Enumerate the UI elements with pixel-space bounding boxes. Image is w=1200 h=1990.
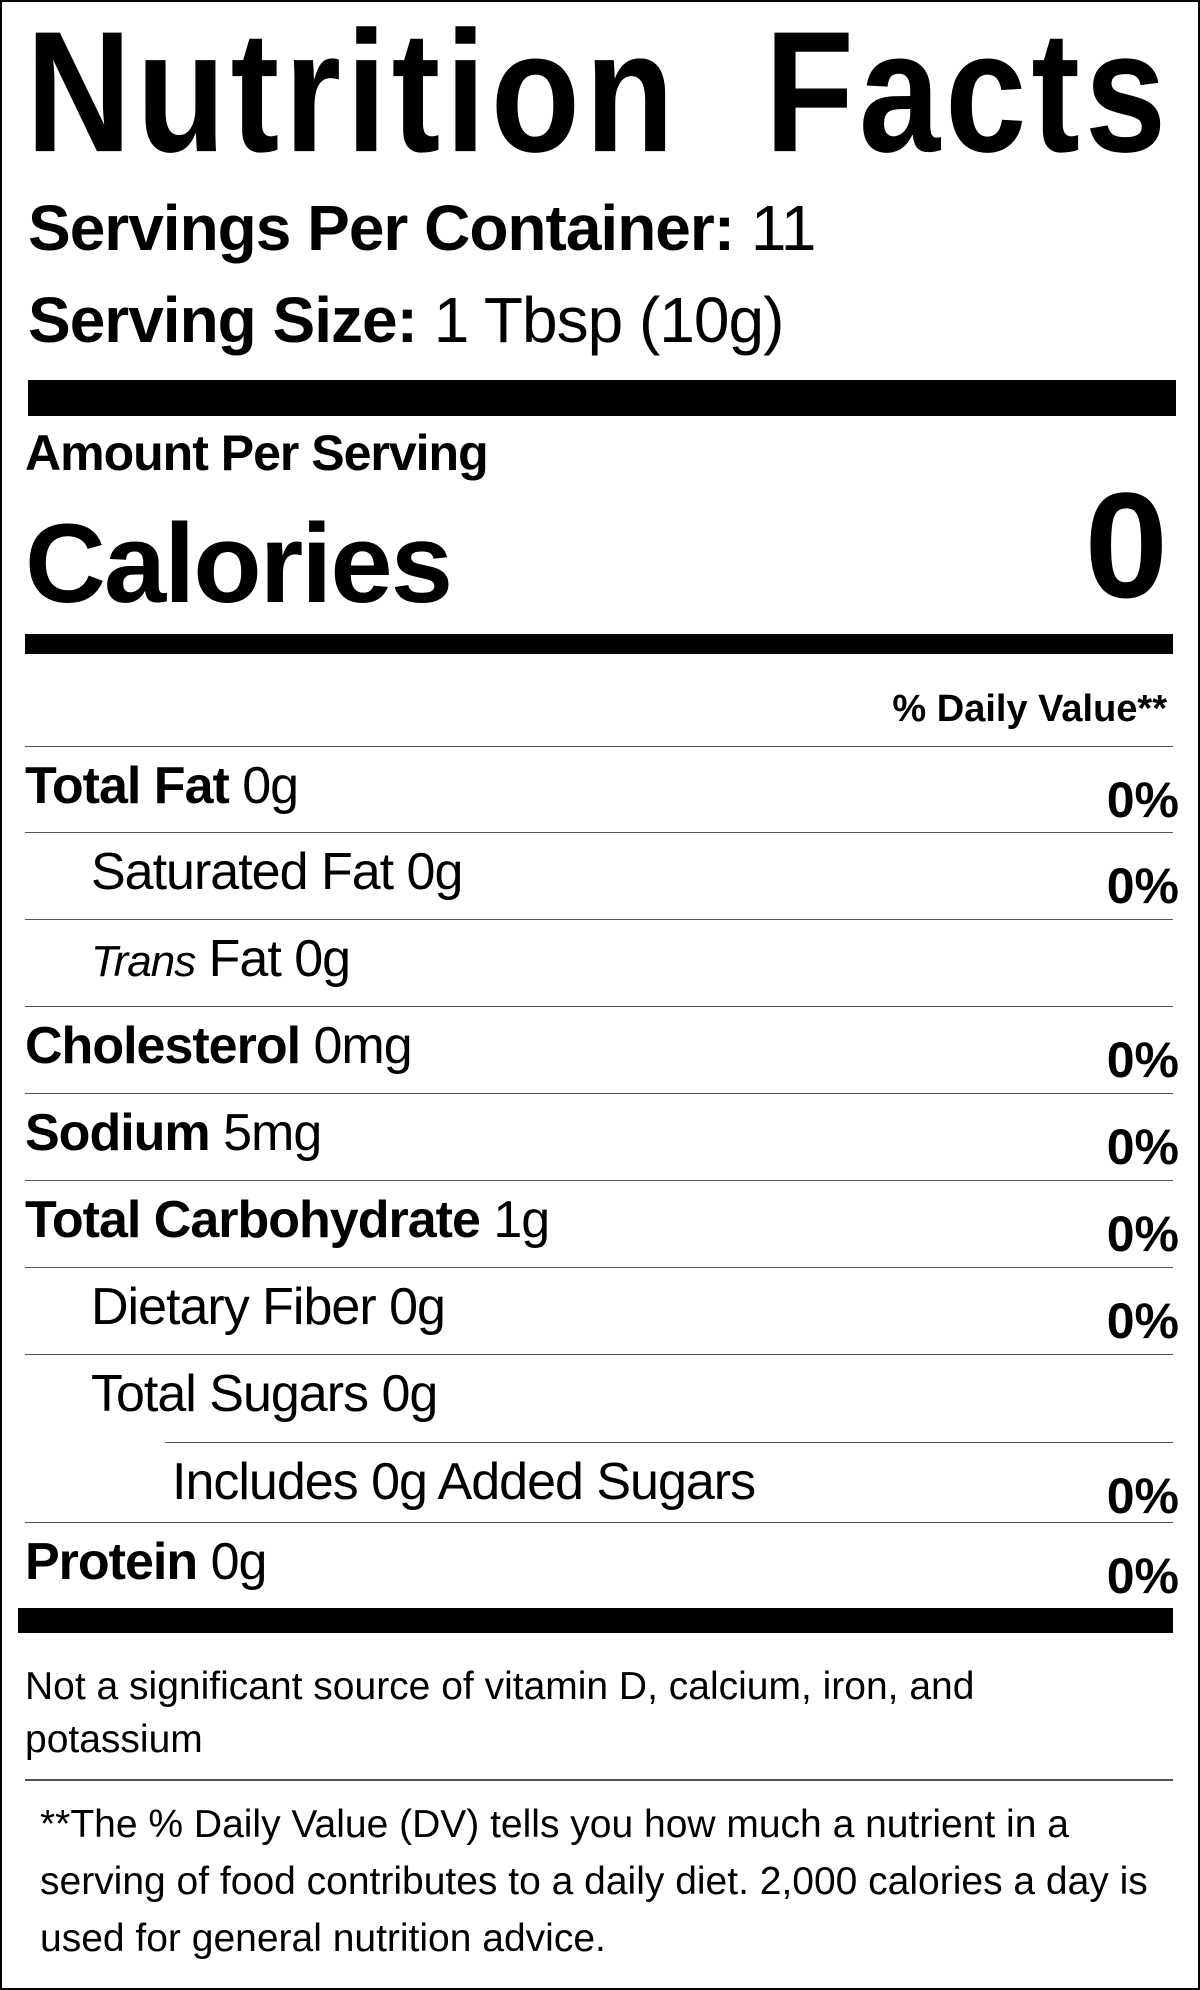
nutrient-row: Trans Fat 0g	[25, 919, 1173, 1006]
nutrient-amount: 5mg	[223, 1104, 322, 1162]
amount-per-serving: Amount Per Serving	[25, 425, 489, 481]
servings-per-container: Servings Per Container: 11	[28, 196, 816, 260]
nutrient-row: Saturated Fat 0g 0%	[25, 832, 1179, 919]
serving-size: Serving Size: 1 Tbsp (10g)	[28, 288, 784, 352]
vitamin-note: Not a significant source of vitamin D, c…	[25, 1665, 975, 1761]
thick-divider	[28, 380, 1176, 416]
calories-label: Calories	[25, 501, 453, 626]
nutrient-label: Cholesterol	[25, 1017, 301, 1075]
nutrient-name: Protein 0g	[25, 1532, 268, 1591]
serving-size-label: Serving Size:	[28, 284, 418, 356]
servings-per-container-label: Servings Per Container:	[28, 192, 735, 264]
nutrient-row: Total Carbohydrate 1g 0%	[25, 1180, 1179, 1267]
label-title: Nutrition Facts	[26, 0, 1172, 188]
nutrient-name: Trans Fat 0g	[91, 930, 351, 988]
calories-value: 0	[1084, 461, 1168, 629]
nutrient-daily-value: 0%	[1106, 1468, 1179, 1524]
nutrient-amount: 0g	[406, 843, 464, 901]
thin-divider	[25, 1779, 1173, 1781]
nutrient-daily-value: 0%	[1106, 1547, 1179, 1604]
nutrient-daily-value: 0%	[1106, 1032, 1179, 1088]
nutrient-amount: 0g	[242, 757, 299, 815]
nutrient-name: Saturated Fat 0g	[91, 843, 464, 901]
nutrient-name: Sodium 5mg	[25, 1104, 322, 1162]
nutrient-label: Sodium	[25, 1104, 211, 1162]
nutrient-amount: 1g	[493, 1191, 550, 1249]
nutrient-amount: 0g	[389, 1278, 446, 1336]
nutrient-label: Total Carbohydrate	[25, 1191, 481, 1249]
daily-value-header: % Daily Value**	[892, 688, 1167, 730]
servings-per-container-value: 11	[750, 192, 816, 264]
nutrient-amount: 0g	[294, 930, 351, 988]
nutrient-row: Includes 0g Added Sugars 0%	[165, 1442, 1179, 1529]
nutrient-label: Dietary Fiber	[91, 1278, 377, 1336]
nutrient-row: Cholesterol 0mg 0%	[25, 1006, 1179, 1093]
nutrient-label: Saturated Fat	[91, 843, 394, 901]
nutrient-name: Cholesterol 0mg	[25, 1017, 413, 1075]
nutrient-label: Includes 0g Added Sugars	[172, 1453, 756, 1511]
nutrient-daily-value: 0%	[1106, 772, 1179, 828]
nutrient-amount: 0g	[381, 1365, 439, 1423]
nutrient-label: Fat	[208, 930, 282, 988]
nutrient-daily-value: 0%	[1106, 1293, 1179, 1349]
nutrient-row: Total Sugars 0g	[25, 1354, 1173, 1441]
nutrient-label: Total Fat	[25, 757, 230, 815]
nutrient-name: Dietary Fiber 0g	[91, 1278, 446, 1336]
nutrient-row: Dietary Fiber 0g 0%	[25, 1267, 1179, 1354]
nutrient-label: Total Sugars	[91, 1365, 369, 1423]
nutrient-name: Includes 0g Added Sugars	[172, 1453, 756, 1511]
nutrient-row: Total Fat 0g 0%	[25, 746, 1179, 833]
nutrient-daily-value: 0%	[1106, 1119, 1179, 1175]
daily-value-footnote: **The % Daily Value (DV) tells you how m…	[40, 1803, 1148, 1960]
nutrient-name-italic: Trans	[91, 937, 196, 986]
nutrient-amount: 0g	[210, 1532, 268, 1591]
nutrient-daily-value: 0%	[1106, 1206, 1179, 1262]
thick-divider-bottom	[18, 1608, 1173, 1633]
nutrient-name: Total Fat 0g	[25, 757, 299, 815]
nutrient-amount: 0mg	[313, 1017, 413, 1075]
nutrient-row: Protein 0g 0%	[25, 1522, 1179, 1608]
nutrient-name: Total Carbohydrate 1g	[25, 1191, 550, 1249]
medium-divider	[25, 634, 1173, 654]
nutrient-daily-value: 0%	[1106, 858, 1179, 914]
serving-size-value: 1 Tbsp (10g)	[433, 284, 785, 356]
nutrient-name: Total Sugars 0g	[91, 1365, 439, 1423]
nutrient-label: Protein	[25, 1532, 198, 1591]
nutrient-row: Sodium 5mg 0%	[25, 1093, 1179, 1180]
